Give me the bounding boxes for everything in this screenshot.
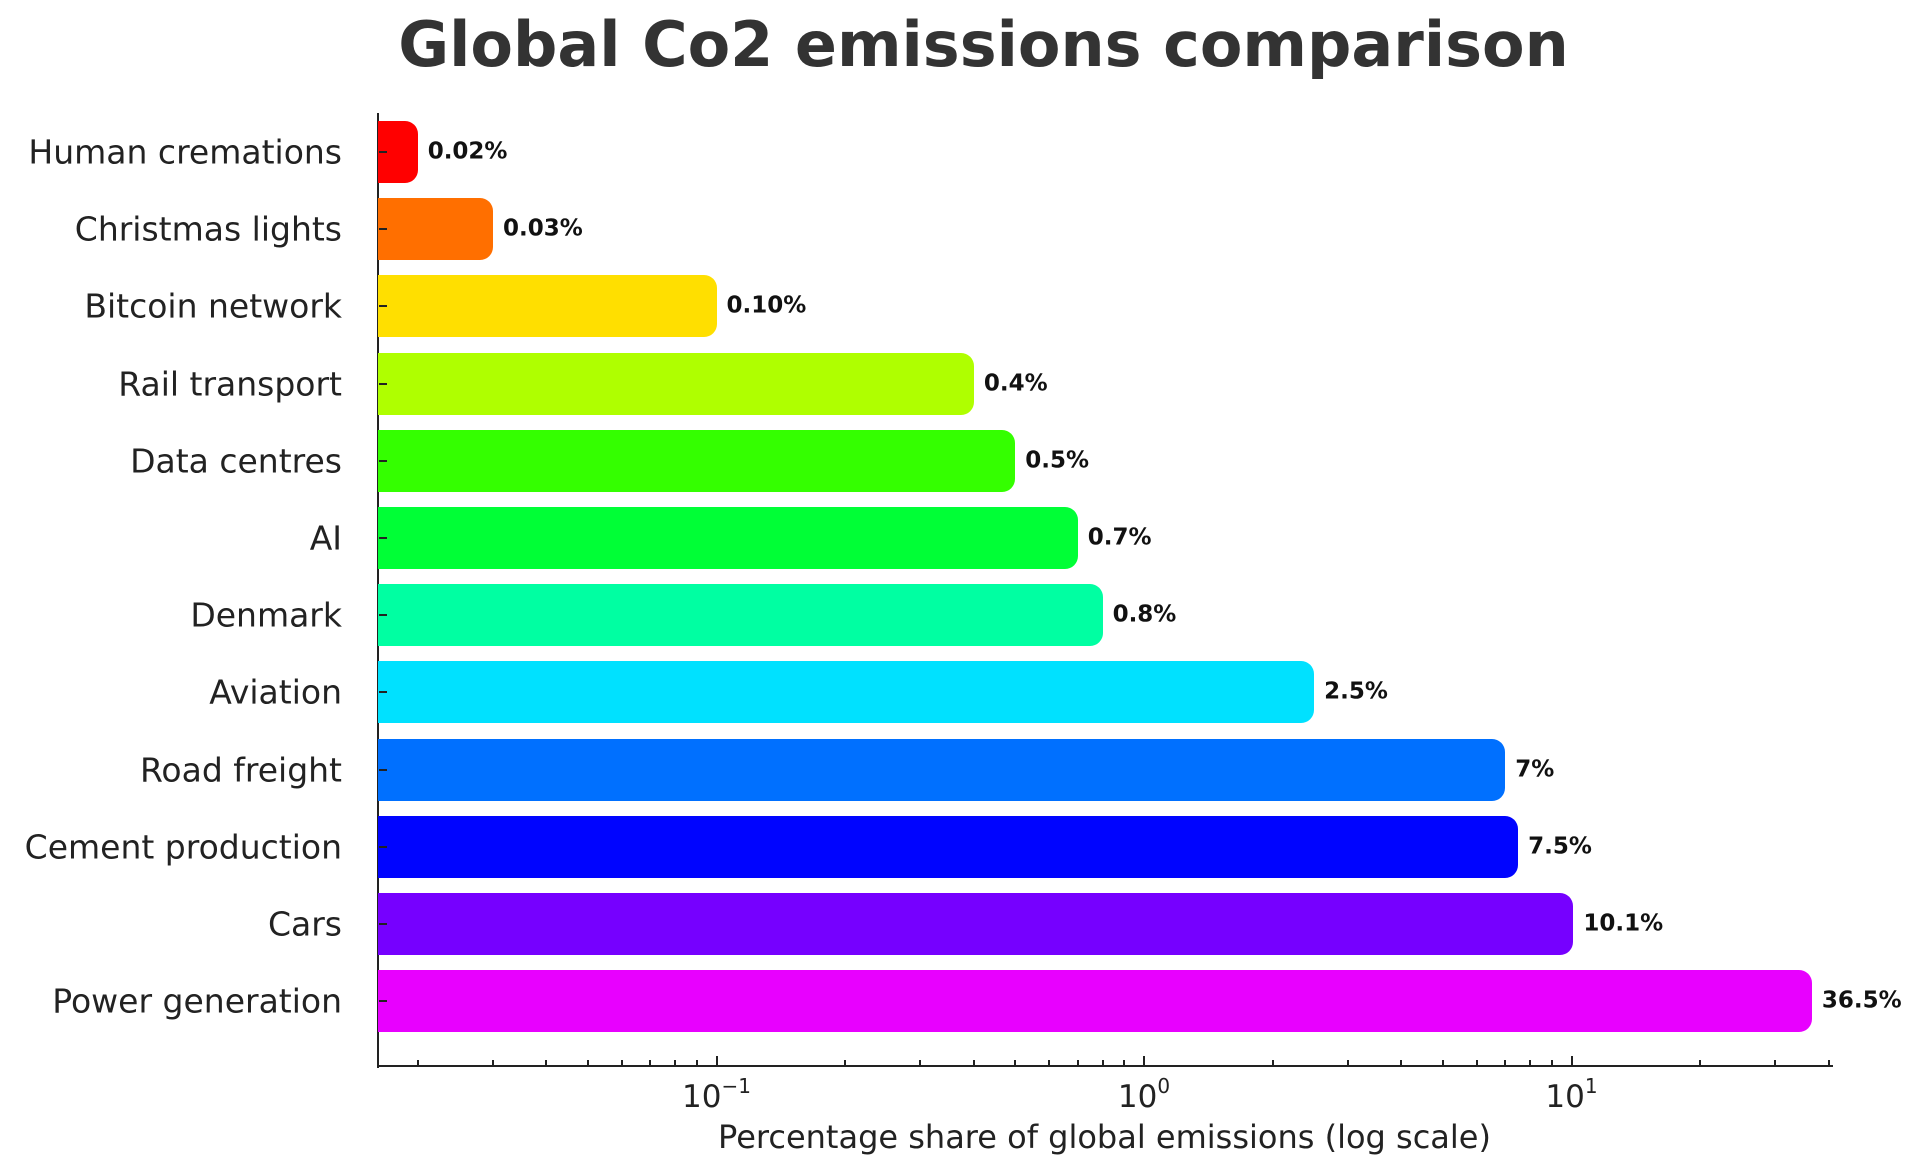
x-minor-tick — [1475, 1060, 1478, 1066]
x-minor-tick — [844, 1060, 847, 1066]
x-minor-tick — [649, 1060, 652, 1066]
y-tick-label: Christmas lights — [74, 209, 342, 249]
x-minor-tick — [1441, 1060, 1444, 1066]
value-label: 0.5% — [1025, 447, 1090, 474]
value-label: 0.10% — [726, 292, 807, 319]
y-tick-mark — [379, 923, 387, 925]
value-label: 0.7% — [1087, 524, 1152, 551]
x-minor-tick — [919, 1060, 922, 1066]
bar — [378, 815, 1519, 878]
value-label: 7% — [1515, 756, 1555, 783]
bar — [378, 198, 493, 261]
y-tick-label: Human cremations — [28, 132, 342, 172]
x-minor-tick — [1400, 1060, 1403, 1066]
x-tick-label: 10−1 — [682, 1074, 751, 1115]
value-label: 0.02% — [427, 138, 508, 165]
bar — [378, 738, 1506, 801]
x-minor-tick — [972, 1060, 975, 1066]
value-label: 2.5% — [1324, 678, 1388, 705]
x-minor-tick — [1774, 1060, 1777, 1066]
x-minor-tick — [1699, 1060, 1702, 1066]
y-tick-mark — [379, 691, 387, 694]
x-major-tick — [715, 1056, 718, 1066]
y-tick-mark — [379, 228, 387, 231]
y-tick-mark — [379, 614, 387, 617]
x-minor-tick — [1014, 1060, 1017, 1066]
value-label: 36.5% — [1821, 987, 1902, 1014]
bar — [378, 275, 717, 338]
y-tick-label: AI — [309, 518, 342, 558]
x-minor-tick — [586, 1060, 589, 1066]
y-tick-mark — [379, 382, 387, 385]
y-tick-mark — [379, 845, 387, 848]
x-minor-tick — [1550, 1060, 1553, 1066]
y-tick-label: Road freight — [139, 750, 342, 790]
x-major-tick — [1143, 1056, 1145, 1066]
x-minor-tick — [695, 1060, 698, 1066]
y-tick-label: Cars — [267, 904, 342, 944]
x-tick-label: 100 — [1117, 1074, 1171, 1115]
y-tick-mark — [379, 305, 387, 308]
y-tick-label: Denmark — [190, 595, 342, 635]
value-label: 10.1% — [1583, 910, 1664, 937]
bar — [378, 661, 1315, 724]
x-axis-label: Percentage share of global emissions (lo… — [718, 1118, 1491, 1156]
bar — [378, 970, 1812, 1033]
x-minor-tick — [674, 1060, 677, 1066]
x-minor-tick — [1101, 1060, 1104, 1066]
y-tick-label: Aviation — [209, 672, 342, 712]
y-tick-label: Data centres — [130, 441, 342, 481]
chart-title: Global Co2 emissions comparison — [398, 8, 1569, 81]
y-tick-label: Power generation — [52, 981, 342, 1021]
y-tick-label: Rail transport — [118, 364, 342, 404]
value-label: 0.4% — [983, 370, 1048, 397]
bar — [378, 507, 1078, 569]
value-label: 0.8% — [1112, 601, 1177, 628]
bar — [378, 893, 1574, 955]
y-tick-mark — [379, 151, 387, 153]
bar — [378, 352, 974, 415]
y-tick-mark — [379, 768, 387, 771]
x-tick-label: 101 — [1545, 1074, 1598, 1115]
x-minor-tick — [1827, 1060, 1830, 1066]
y-tick-label: Cement production — [24, 827, 342, 867]
bar — [378, 584, 1103, 647]
x-minor-tick — [416, 1060, 419, 1066]
y-tick-mark — [379, 1000, 387, 1003]
x-major-tick — [1570, 1056, 1573, 1066]
x-minor-tick — [1346, 1060, 1349, 1066]
y-tick-mark — [379, 459, 387, 462]
value-label: 0.03% — [502, 215, 583, 242]
x-minor-tick — [545, 1060, 548, 1066]
x-minor-tick — [1076, 1060, 1079, 1066]
bar — [378, 429, 1016, 492]
value-label: 7.5% — [1528, 833, 1592, 860]
x-minor-tick — [1048, 1060, 1051, 1066]
y-tick-mark — [379, 537, 387, 539]
x-minor-tick — [1271, 1060, 1274, 1066]
x-minor-tick — [620, 1060, 623, 1066]
x-minor-tick — [1529, 1060, 1532, 1066]
y-tick-label: Bitcoin network — [84, 286, 342, 326]
x-minor-tick — [1123, 1060, 1126, 1066]
x-minor-tick — [1504, 1060, 1507, 1066]
x-axis-spine — [377, 1065, 1833, 1067]
x-minor-tick — [491, 1060, 494, 1066]
